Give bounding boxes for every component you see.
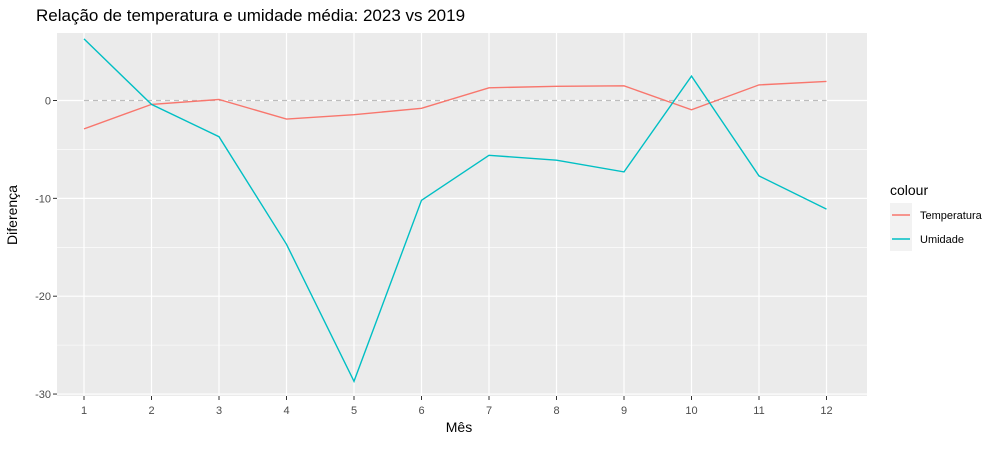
legend: colour Temperatura Umidade [890,182,983,251]
x-tick-label: 9 [621,405,627,417]
legend-title: colour [890,182,928,198]
legend-item-temperatura: Temperatura [890,203,983,227]
legend-label: Umidade [920,234,964,246]
y-axis-label: Diferença [4,185,20,245]
x-tick-label: 7 [486,405,492,417]
x-tick-label: 11 [753,405,764,417]
legend-item-umidade: Umidade [890,227,964,251]
y-tick-label: -20 [35,291,51,303]
plot-panel [57,33,867,396]
legend-label: Temperatura [920,210,983,222]
y-tick-label: -10 [35,193,51,205]
x-tick-label: 10 [685,405,697,417]
x-tick-label: 12 [820,405,832,417]
x-tick-label: 2 [148,405,154,417]
series-line-temperatura [83,80,827,130]
grid-lines [57,33,867,396]
chart-title: Relação de temperatura e umidade média: … [36,6,465,25]
x-tick-label: 4 [283,405,289,417]
x-tick-label: 6 [418,405,424,417]
series-layer [83,38,827,384]
x-axis-label: Mês [446,419,472,435]
x-tick-label: 3 [216,405,222,417]
x-tick-label: 5 [351,405,357,417]
y-tick-label: 0 [45,96,51,108]
axes: 0-10-20-301 2 3 4 5 6 7 8 9 10 11 12 [35,96,833,417]
series-line-umidade [83,38,827,384]
x-tick-label: 1 [81,405,87,417]
y-tick-label: -30 [35,389,51,401]
x-tick-label: 8 [553,405,559,417]
